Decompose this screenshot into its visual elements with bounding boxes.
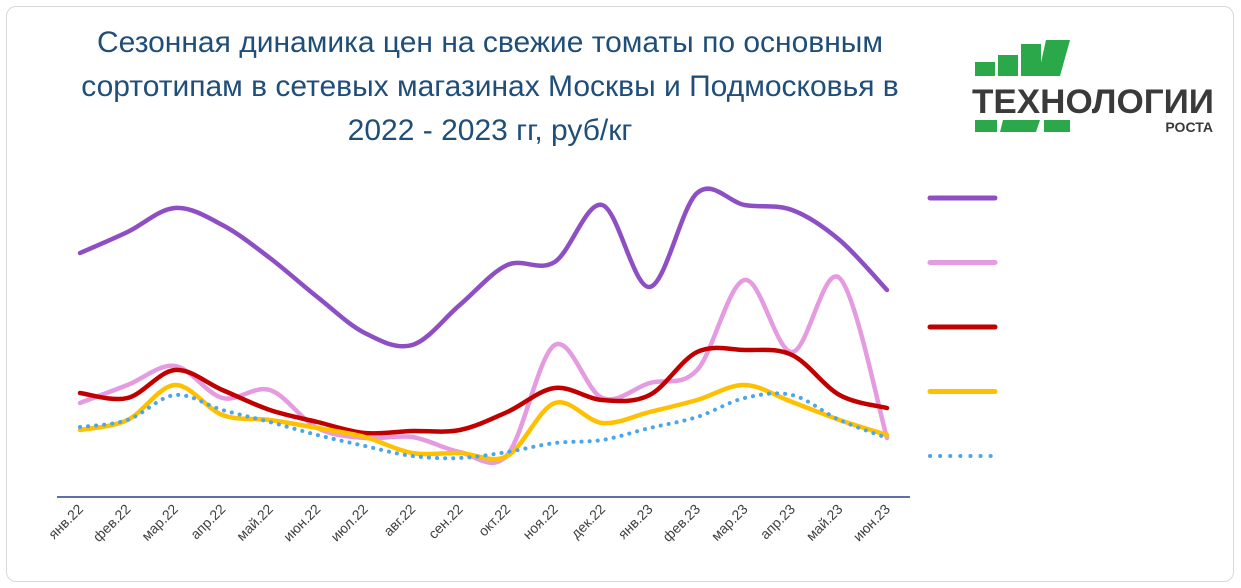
x-tick-label: июл.22 bbox=[327, 501, 371, 545]
logo-subtext: РОСТА bbox=[1165, 119, 1213, 135]
x-tick-label: фев.22 bbox=[90, 501, 134, 545]
x-tick-label: дек.22 bbox=[568, 501, 609, 542]
x-tick-label: окт.22 bbox=[475, 501, 514, 540]
x-tick-label: янв.23 bbox=[615, 501, 656, 542]
logo: ТЕХНОЛОГИИ РОСТА bbox=[972, 40, 1214, 135]
x-tick-label: мар.22 bbox=[138, 501, 181, 544]
series-line bbox=[78, 391, 889, 461]
chart-title: Сезонная динамика цен на свежие томаты п… bbox=[97, 26, 883, 59]
x-tick-label: фев.23 bbox=[659, 501, 703, 545]
x-tick-label: ноя.22 bbox=[519, 501, 561, 543]
chart-title: 2022 - 2023 гг, руб/кг bbox=[348, 114, 633, 147]
series-line bbox=[77, 345, 890, 436]
logo-text: ТЕХНОЛОГИИ bbox=[972, 83, 1214, 121]
x-tick-label: сен.22 bbox=[425, 501, 466, 542]
x-tick-label: май.22 bbox=[233, 501, 276, 544]
x-tick-label: июн.22 bbox=[280, 501, 324, 545]
x-tick-label: янв.22 bbox=[45, 501, 86, 542]
series-line bbox=[77, 186, 890, 349]
x-tick-label: апр.23 bbox=[757, 501, 799, 543]
chart-title: сортотипам в сетевых магазинах Москвы и … bbox=[81, 70, 899, 103]
series-line bbox=[77, 274, 890, 465]
card bbox=[6, 6, 1234, 582]
x-tick-label: апр.22 bbox=[187, 501, 229, 543]
series-line bbox=[77, 382, 890, 462]
x-tick-label: авг.22 bbox=[380, 501, 418, 539]
x-tick-label: мар.23 bbox=[708, 501, 751, 544]
x-tick-label: июн.23 bbox=[850, 501, 894, 545]
x-tick-label: май.23 bbox=[803, 501, 846, 544]
